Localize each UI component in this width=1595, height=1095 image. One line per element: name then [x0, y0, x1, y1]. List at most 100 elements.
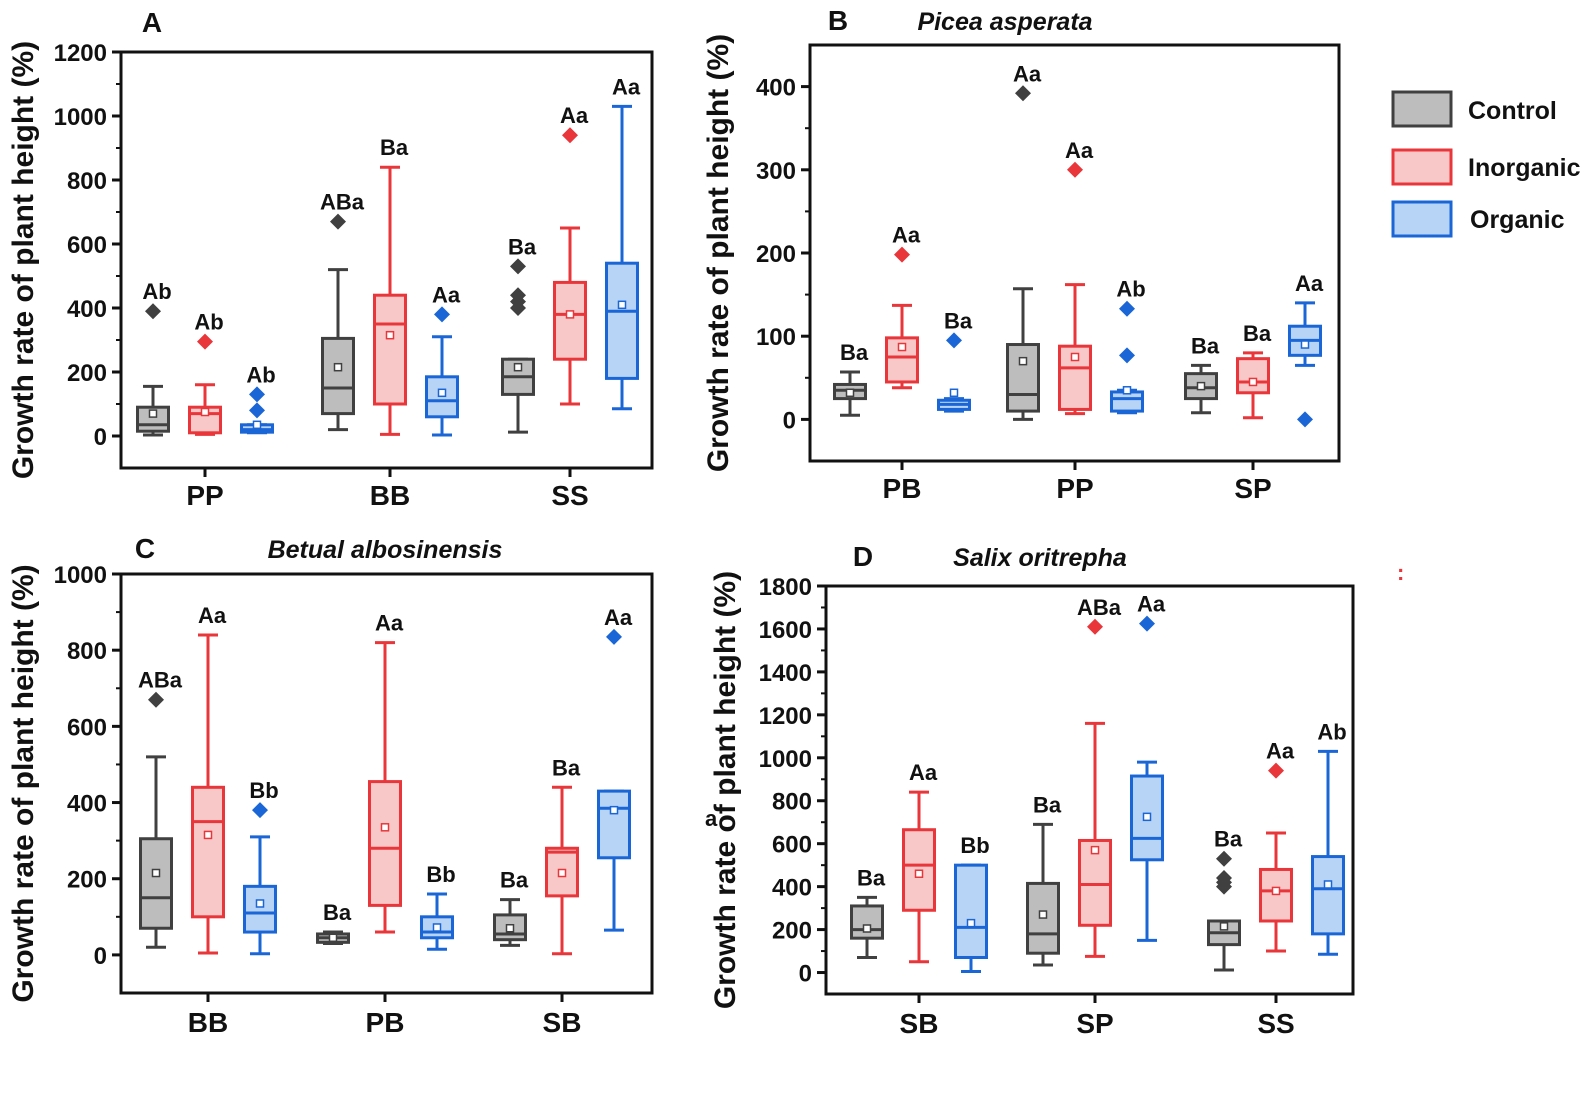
y-tick-label: 400 — [756, 75, 796, 102]
box-organic: Bb — [954, 833, 990, 973]
panel-letter: C — [135, 533, 155, 564]
outlier-point — [1139, 615, 1155, 632]
significance-label: Ba — [380, 135, 409, 160]
x-category-label: SS — [1257, 1008, 1294, 1039]
x-category-label: PB — [883, 473, 922, 504]
box-inorganic: Ba — [1236, 321, 1272, 420]
significance-label: Aa — [1013, 61, 1042, 86]
mean-marker — [328, 933, 338, 943]
y-tick-label: 0 — [799, 961, 812, 988]
y-tick-label: 400 — [772, 875, 812, 902]
box-control: Ba — [1184, 333, 1220, 415]
x-category-label: PB — [366, 1007, 405, 1038]
legend-label-organic: Organic — [1470, 206, 1565, 234]
y-tick-label: 800 — [772, 789, 812, 816]
mean-marker — [1142, 812, 1152, 822]
y-tick-label: 0 — [94, 943, 107, 970]
y-tick-label: 200 — [67, 867, 107, 894]
y-tick-label: 200 — [772, 918, 812, 945]
y-tick-label: 100 — [756, 324, 796, 351]
y-tick-label: 400 — [67, 296, 107, 323]
outlier-point — [606, 628, 622, 645]
box-control: ABa — [138, 668, 183, 949]
mean-marker — [513, 362, 523, 372]
x-category-label: SP — [1076, 1008, 1113, 1039]
significance-label: ABa — [138, 668, 183, 693]
legend-swatch-inorganic — [1391, 148, 1453, 186]
y-tick-label: 1200 — [759, 703, 812, 730]
mean-marker — [914, 869, 924, 878]
plot-frame — [119, 50, 654, 470]
y-tick-label: 1000 — [54, 562, 107, 589]
mean-marker — [609, 805, 619, 815]
significance-label: Ab — [246, 362, 275, 387]
box-iqr — [1259, 867, 1293, 923]
box-iqr — [605, 261, 639, 380]
significance-label: Ba — [857, 865, 886, 890]
box-iqr — [368, 780, 402, 907]
box-iqr — [1026, 881, 1060, 955]
legend-swatch-organic — [1391, 200, 1453, 238]
box-control: ABa — [320, 190, 365, 432]
mean-marker — [200, 407, 210, 417]
mean-marker — [1300, 340, 1310, 349]
box-inorganic: Ba — [545, 755, 581, 956]
box-organic: Ab — [240, 362, 276, 435]
y-axis-title: Growth rate of plant height (%) — [7, 41, 40, 479]
mean-marker — [380, 823, 390, 832]
legend: Control Inorganic Organic — [1391, 90, 1581, 238]
y-tick-label: 600 — [67, 714, 107, 741]
y-tick-label: 1600 — [759, 617, 812, 644]
mean-marker — [333, 362, 343, 372]
mean-marker — [862, 924, 872, 933]
box-inorganic: Aa — [553, 103, 589, 406]
mean-marker — [255, 899, 265, 908]
y-tick-label: 800 — [67, 638, 107, 665]
mean-marker — [897, 342, 907, 352]
mean-marker — [1070, 352, 1080, 362]
box-iqr — [1236, 357, 1270, 395]
mean-marker — [617, 300, 627, 310]
significance-label: Ba — [500, 868, 529, 893]
outlier-point — [1268, 762, 1284, 779]
box-organic: Aa — [1130, 592, 1166, 942]
significance-label: Ab — [1317, 719, 1346, 744]
box-iqr — [321, 336, 355, 416]
outlier-point — [434, 306, 450, 323]
outlier-point — [1087, 618, 1103, 635]
mean-marker — [845, 388, 855, 398]
outlier-point — [562, 127, 578, 144]
stray-dots: : — [1397, 560, 1404, 585]
outlier-point — [249, 402, 265, 419]
outlier-point — [1067, 161, 1083, 178]
significance-label: Ba — [1214, 827, 1243, 852]
panel-title: Salix oritrepha — [953, 544, 1127, 572]
box-organic: Ba — [937, 308, 973, 413]
panel-letter: B — [828, 5, 848, 36]
box-iqr — [553, 280, 587, 361]
y-tick-label: 600 — [67, 232, 107, 259]
legend-label-control: Control — [1468, 97, 1557, 125]
y-axis-title: Growth rate of plant height (%) — [709, 571, 742, 1009]
box-iqr — [954, 863, 988, 959]
mean-marker — [505, 923, 515, 933]
significance-label: Ba — [944, 308, 973, 333]
box-iqr — [1078, 838, 1112, 927]
y-tick-label: 400 — [67, 791, 107, 818]
significance-label: ABa — [320, 190, 365, 215]
plot-frame — [824, 584, 1355, 996]
mean-marker — [1248, 377, 1258, 387]
y-tick-label: 1400 — [759, 660, 812, 687]
significance-label: Aa — [1266, 739, 1295, 764]
significance-label: Aa — [1065, 138, 1094, 163]
x-category-label: SB — [900, 1008, 939, 1039]
significance-label: Ab — [142, 279, 171, 304]
y-tick-label: 600 — [772, 832, 812, 859]
box-iqr — [139, 837, 173, 930]
y-tick-label: 200 — [67, 360, 107, 387]
significance-label: Aa — [612, 74, 641, 99]
significance-label: Aa — [198, 603, 227, 628]
mean-marker — [1038, 910, 1048, 919]
y-tick-label: 0 — [94, 424, 107, 451]
panel-d: 0 200 400 600 800 1000 1200 1400 1600 1800 Growth … — [709, 541, 1355, 1039]
